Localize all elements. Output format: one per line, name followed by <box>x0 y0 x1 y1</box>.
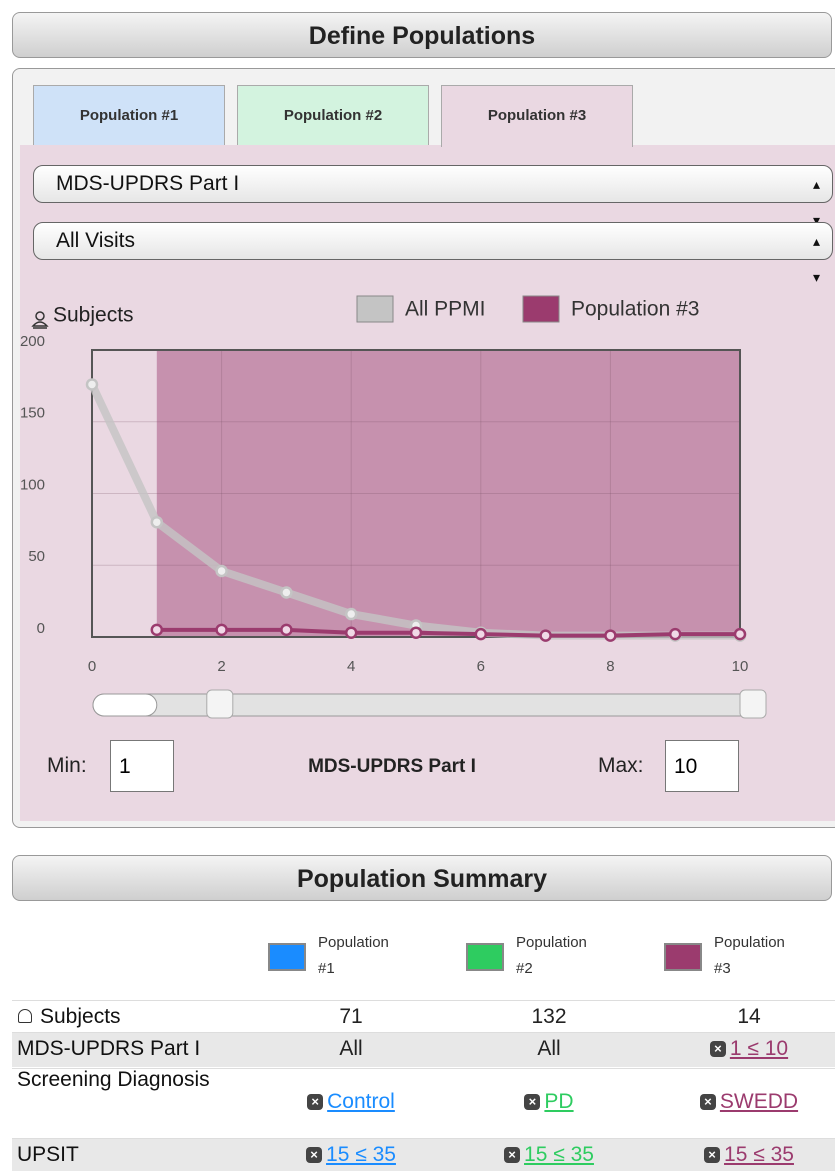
min-label: Min: <box>47 754 87 777</box>
table-cell: × 15 ≤ 35 <box>454 1142 644 1168</box>
data-point <box>604 629 617 642</box>
plot-background <box>92 350 740 637</box>
table-cell: × 1 ≤ 10 <box>654 1036 835 1062</box>
row-label: UPSIT <box>17 1143 79 1166</box>
filter-link[interactable]: 1 ≤ 10 <box>729 1037 789 1060</box>
slider-handle <box>206 689 234 719</box>
data-point <box>474 627 488 641</box>
select-arrow: ▴ ▾ <box>812 233 820 285</box>
legend-label: All PPMI <box>405 298 486 321</box>
select-value: MDS-UPDRS Part I <box>56 172 240 195</box>
x-tick-label: 4 <box>347 658 355 675</box>
data-point <box>150 623 164 637</box>
data-point <box>150 515 164 529</box>
table-cell: × 15 ≤ 35 <box>256 1142 446 1168</box>
table-cell: All <box>339 1037 363 1060</box>
x-tick-label: 6 <box>477 658 485 675</box>
data-point <box>215 564 228 578</box>
column-swatch <box>664 943 702 971</box>
selection <box>156 350 741 637</box>
section-header: Population Summary <box>12 855 832 901</box>
table-row: UPSIT × 15 ≤ 35 × 15 ≤ 35 × 15 ≤ 35 <box>12 1138 835 1171</box>
column-swatch <box>466 943 504 971</box>
remove-filter[interactable]: × <box>709 1041 726 1058</box>
table-row: MDS-UPDRS Part I All All × 1 ≤ 10 <box>12 1032 835 1067</box>
table-cell: × PD <box>454 1089 644 1115</box>
data-point <box>280 586 293 599</box>
filter-link[interactable]: 15 ≤ 35 <box>524 1143 594 1166</box>
tab[interactable]: Population #1 <box>33 85 225 145</box>
remove-filter[interactable]: × <box>504 1147 521 1164</box>
tab[interactable]: Population #2 <box>237 85 429 145</box>
filter-link[interactable]: SWEDD <box>719 1090 799 1113</box>
min-input[interactable]: 1 <box>110 740 174 792</box>
slider[interactable] <box>92 689 767 719</box>
row-label: Screening Diagnosis <box>17 1068 210 1091</box>
column-header: Population #3 <box>714 934 785 977</box>
table-row: Subjects 71 132 14 <box>12 1000 835 1032</box>
table-cell: 71 <box>339 1005 363 1028</box>
table-cell: All <box>537 1037 561 1060</box>
data-point <box>344 626 358 639</box>
select-arrow: ▴ ▾ <box>812 176 820 228</box>
y-tick-label: 50 <box>28 548 45 565</box>
legend-swatch <box>522 295 560 323</box>
filter-link[interactable]: 15 ≤ 35 <box>326 1143 396 1166</box>
legend-label: Population #3 <box>571 298 699 321</box>
data-point <box>344 607 358 621</box>
row-label: Subjects <box>40 1005 121 1028</box>
table-cell: × 15 ≤ 35 <box>654 1142 835 1168</box>
column-header: Population #2 <box>516 934 587 977</box>
table-row: Screening Diagnosis × Control × PD × SWEDD <box>12 1068 835 1137</box>
x-tick-label: 0 <box>88 658 96 675</box>
y-tick-label: 200 <box>20 333 45 350</box>
x-tick-label: 8 <box>606 658 614 675</box>
select[interactable]: All Visits ▴ ▾ <box>33 222 833 285</box>
data-point <box>280 623 293 637</box>
slider-handle <box>739 689 767 719</box>
remove-filter[interactable]: × <box>699 1094 716 1111</box>
filter-link[interactable]: Control <box>327 1090 395 1113</box>
filter-link[interactable]: PD <box>544 1090 574 1113</box>
series-line <box>156 627 740 638</box>
remove-filter[interactable]: × <box>306 1147 323 1164</box>
person-icon <box>18 1009 32 1023</box>
data-point <box>733 627 747 641</box>
y-tick-label: 100 <box>20 476 45 493</box>
range-label: MDS-UPDRS Part I <box>308 756 476 777</box>
data-point <box>668 627 682 641</box>
filter-link[interactable]: 15 ≤ 35 <box>724 1143 794 1166</box>
axis-label: Subjects <box>53 304 134 327</box>
max-label: Max: <box>598 754 644 777</box>
data-point <box>215 623 228 637</box>
table-cell: 14 <box>737 1005 761 1028</box>
remove-filter[interactable]: × <box>704 1147 721 1164</box>
legend-swatch <box>356 295 394 323</box>
select[interactable]: MDS-UPDRS Part I ▴ ▾ <box>33 165 833 228</box>
section-header: Define Populations <box>12 12 832 58</box>
data-point <box>409 626 423 639</box>
row-label: MDS-UPDRS Part I <box>17 1037 201 1060</box>
x-tick-label: 10 <box>732 658 749 675</box>
x-tick-label: 2 <box>217 658 225 675</box>
data-point <box>539 629 552 642</box>
table-cell: × SWEDD <box>654 1089 835 1115</box>
column-swatch <box>268 943 306 971</box>
remove-filter[interactable]: × <box>307 1094 324 1111</box>
data-point <box>85 378 99 391</box>
table-cell: 132 <box>531 1005 567 1028</box>
y-tick-label: 150 <box>20 405 45 422</box>
select-value: All Visits <box>56 229 135 252</box>
remove-filter[interactable]: × <box>524 1094 541 1111</box>
y-tick-label: 0 <box>37 620 45 637</box>
chart: Subjects All PPMI Population #30501001502… <box>20 295 767 719</box>
tab[interactable]: Population #3 <box>441 85 633 147</box>
person-icon <box>31 311 49 329</box>
table-cell: × Control <box>256 1089 446 1115</box>
slider-outside <box>92 693 158 717</box>
max-input[interactable]: 10 <box>665 740 739 792</box>
column-header: Population #1 <box>318 934 389 977</box>
